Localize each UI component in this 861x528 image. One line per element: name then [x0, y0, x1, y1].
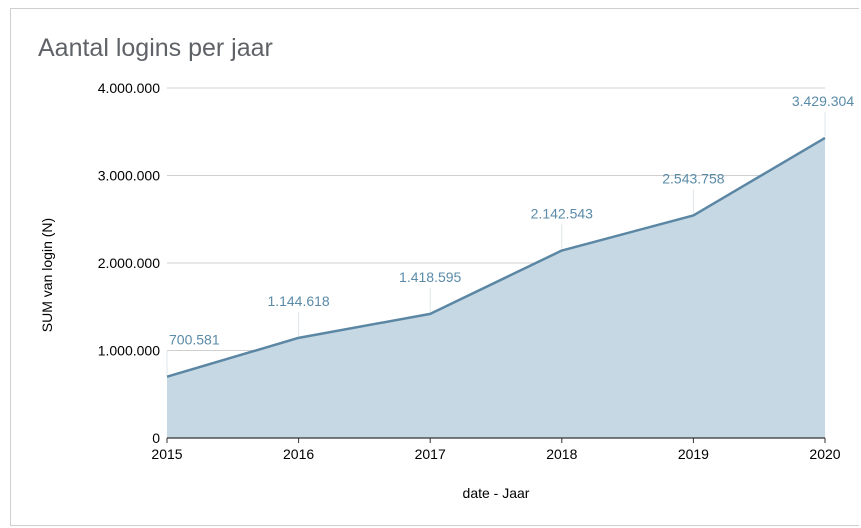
- data-label: 2.142.543: [531, 206, 593, 222]
- x-tick-label: 2015: [151, 446, 182, 462]
- x-tick-label: 2017: [415, 446, 446, 462]
- series-line: [166, 136, 826, 378]
- y-axis-title: SUM van login (N): [39, 218, 55, 332]
- y-tick-label: 0: [152, 430, 160, 446]
- chart-title: Aantal logins per jaar: [38, 34, 273, 62]
- data-label: 1.418.595: [399, 269, 461, 285]
- data-label: 2.543.758: [662, 170, 724, 186]
- x-tick-label: 2018: [546, 446, 577, 462]
- y-tick-label: 4.000.000: [98, 80, 160, 96]
- y-tick-label: 1.000.000: [98, 343, 160, 359]
- y-tick-label: 3.000.000: [98, 168, 160, 184]
- x-tick-label: 2019: [678, 446, 709, 462]
- data-label: 700.581: [169, 332, 220, 348]
- series-area: [167, 137, 825, 438]
- data-label: 1.144.618: [267, 293, 329, 309]
- data-label: 3.429.304: [792, 93, 854, 109]
- x-axis-title: date - Jaar: [463, 485, 530, 501]
- x-tick-label: 2016: [283, 446, 314, 462]
- y-tick-label: 2.000.000: [98, 255, 160, 271]
- x-tick-label: 2020: [809, 446, 840, 462]
